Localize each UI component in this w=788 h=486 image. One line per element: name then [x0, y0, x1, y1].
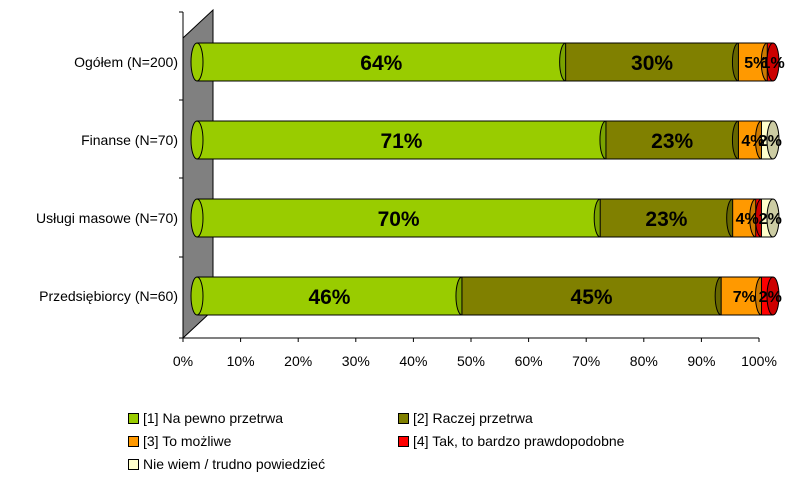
bar-segment: [760, 276, 780, 316]
x-tick-label: 10%: [227, 353, 255, 369]
bars-layer: 64% 30% 5%1%71% 23% 4%2%70% 23% 4% 2%46% 45% 7% 2%: [190, 42, 785, 316]
bar-body: [196, 120, 607, 160]
category-label: Usługi masowe (N=70): [36, 210, 178, 226]
bar-cap: [766, 42, 780, 82]
legend-item: [3] To możliwe: [128, 433, 231, 449]
legend-item: Nie wiem / trudno powiedzieć: [128, 456, 325, 472]
bar-segment: [760, 120, 780, 160]
category-label: Finanse (N=70): [81, 132, 178, 148]
data-label: 23%: [645, 208, 687, 231]
data-label: 4%: [736, 211, 759, 228]
bar-start-cap: [190, 276, 204, 316]
bar-segment: [196, 42, 573, 82]
data-label: 4%: [741, 133, 764, 150]
x-tick-label: 20%: [284, 353, 312, 369]
bar-body: [720, 276, 762, 316]
data-label: 45%: [571, 286, 613, 309]
bar-cap: [766, 120, 780, 160]
bar-segment: [766, 42, 780, 82]
data-label: 70%: [378, 208, 420, 231]
bar-segment: [720, 276, 768, 316]
category-label: Ogółem (N=200): [74, 54, 178, 70]
bar-start-cap: [190, 42, 204, 82]
bar-cap: [766, 276, 780, 316]
tick-labels: 0% 10% 20% 30% 40% 50% 60% 70% 80% 90% 100% Ogółem …: [36, 54, 777, 369]
bar-body: [196, 276, 463, 316]
bar-cap: [766, 198, 780, 238]
bar-start-cap: [190, 120, 204, 160]
data-label: 2%: [759, 211, 782, 228]
bar-body: [599, 198, 734, 238]
legend-swatch: [128, 435, 139, 447]
data-label: 2%: [759, 133, 782, 150]
data-label: 64%: [360, 52, 402, 75]
data-label: 71%: [380, 130, 422, 153]
bar-body: [461, 276, 722, 316]
data-label: 2%: [759, 289, 782, 306]
legend-swatch: [398, 412, 409, 424]
legend-label: Nie wiem / trudno powiedzieć: [143, 456, 326, 472]
x-tick-label: 40%: [399, 353, 427, 369]
legend-item: [2] Raczej przetrwa: [398, 410, 533, 426]
x-tick-label: 90%: [687, 353, 715, 369]
bar-segment: [461, 276, 728, 316]
bar-segment: [760, 198, 780, 238]
legend-swatch: [398, 435, 409, 447]
bar-body: [565, 42, 739, 82]
x-tick-label: 30%: [342, 353, 370, 369]
bar-segment: [196, 120, 613, 160]
legend-label: [3] To możliwe: [143, 433, 232, 449]
x-tick-label: 50%: [457, 353, 485, 369]
bar-body: [196, 42, 567, 82]
bar-segment: [196, 276, 469, 316]
bar-body: [605, 120, 739, 160]
x-tick-label: 0%: [173, 353, 193, 369]
x-tick-label: 80%: [630, 353, 658, 369]
category-label: Przedsiębiorcy (N=60): [39, 288, 178, 304]
legend-label: [2] Raczej przetrwa: [413, 410, 533, 426]
data-label: 7%: [733, 289, 756, 306]
bar-start-cap: [190, 198, 204, 238]
legend-swatch: [128, 412, 139, 424]
legend-label: [4] Tak, to bardzo prawdopodobne: [413, 433, 625, 449]
legend-label: [1] Na pewno przetrwa: [143, 410, 284, 426]
data-label: 23%: [651, 130, 693, 153]
data-label: 1%: [762, 55, 785, 72]
x-tick-label: 100%: [741, 353, 777, 369]
legend-item: [4] Tak, to bardzo prawdopodobne: [398, 433, 624, 449]
data-label: 46%: [308, 286, 350, 309]
data-label: 30%: [631, 52, 673, 75]
legend-item: [1] Na pewno przetrwa: [128, 410, 283, 426]
legend-swatch: [128, 458, 139, 470]
data-label: 5%: [744, 55, 767, 72]
x-tick-label: 60%: [515, 353, 543, 369]
x-tick-label: 70%: [572, 353, 600, 369]
axis-layer: [179, 8, 759, 340]
